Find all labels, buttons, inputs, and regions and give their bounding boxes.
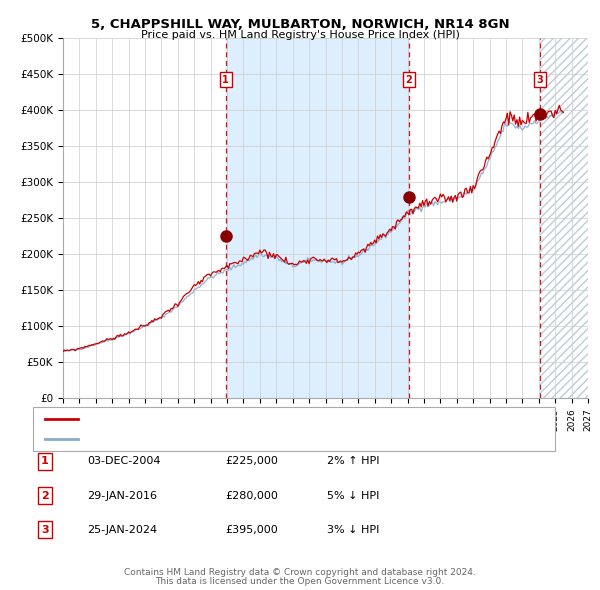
Text: 2: 2 (41, 491, 49, 500)
Bar (226, 38, 409, 398)
Text: 03-DEC-2004: 03-DEC-2004 (87, 457, 161, 466)
Bar (540, 38, 588, 398)
Text: £395,000: £395,000 (225, 525, 278, 535)
Text: Contains HM Land Registry data © Crown copyright and database right 2024.: Contains HM Land Registry data © Crown c… (124, 568, 476, 577)
Text: 1: 1 (223, 75, 229, 85)
Text: 1: 1 (41, 457, 49, 466)
Text: 5, CHAPPSHILL WAY, MULBARTON, NORWICH, NR14 8GN (detached house): 5, CHAPPSHILL WAY, MULBARTON, NORWICH, N… (84, 415, 471, 424)
Text: 2: 2 (406, 75, 412, 85)
Text: 3% ↓ HPI: 3% ↓ HPI (327, 525, 379, 535)
Text: 3: 3 (536, 75, 544, 85)
Text: £280,000: £280,000 (225, 491, 278, 500)
Text: This data is licensed under the Open Government Licence v3.0.: This data is licensed under the Open Gov… (155, 577, 445, 586)
Text: £225,000: £225,000 (225, 457, 278, 466)
Text: 29-JAN-2016: 29-JAN-2016 (87, 491, 157, 500)
Text: 25-JAN-2024: 25-JAN-2024 (87, 525, 157, 535)
Text: 3: 3 (41, 525, 49, 535)
Text: 5% ↓ HPI: 5% ↓ HPI (327, 491, 379, 500)
Text: 2% ↑ HPI: 2% ↑ HPI (327, 457, 380, 466)
Text: Price paid vs. HM Land Registry's House Price Index (HPI): Price paid vs. HM Land Registry's House … (140, 30, 460, 40)
Text: 5, CHAPPSHILL WAY, MULBARTON, NORWICH, NR14 8GN: 5, CHAPPSHILL WAY, MULBARTON, NORWICH, N… (91, 18, 509, 31)
Text: HPI: Average price, detached house, South Norfolk: HPI: Average price, detached house, Sout… (84, 434, 348, 444)
